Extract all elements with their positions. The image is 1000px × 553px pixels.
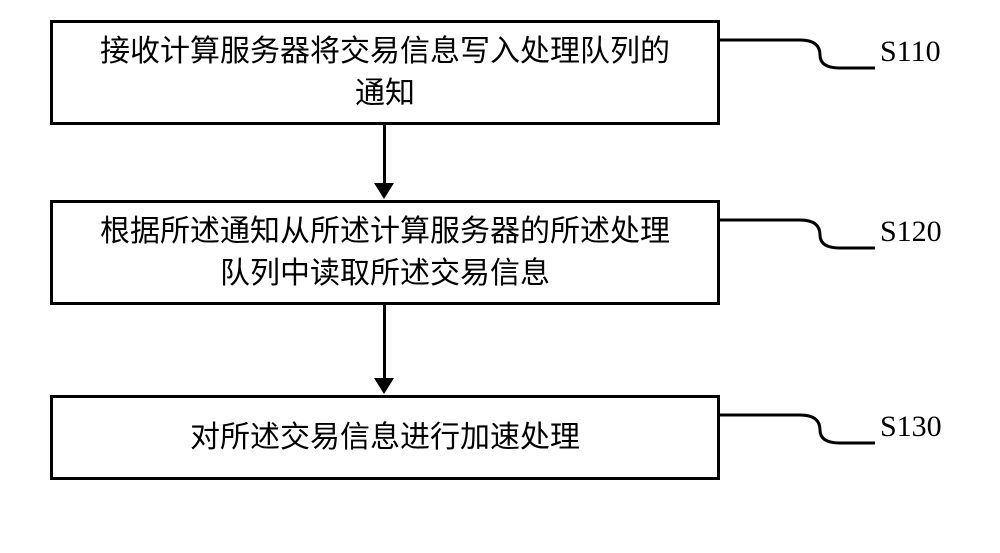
step-text-s120: 根据所述通知从所述计算服务器的所述处理 队列中读取所述交易信息 bbox=[100, 211, 670, 295]
connector-s110 bbox=[720, 20, 880, 70]
step-s120-line1: 根据所述通知从所述计算服务器的所述处理 bbox=[100, 215, 670, 248]
arrow-1 bbox=[383, 125, 386, 183]
step-box-s110: 接收计算服务器将交易信息写入处理队列的 通知 bbox=[50, 20, 720, 125]
step-s110-line1: 接收计算服务器将交易信息写入处理队列的 bbox=[100, 35, 670, 68]
step-text-s110: 接收计算服务器将交易信息写入处理队列的 通知 bbox=[100, 31, 670, 115]
arrow-head-1 bbox=[374, 183, 394, 199]
step-label-s130: S130 bbox=[880, 410, 942, 444]
step-label-s110: S110 bbox=[880, 35, 941, 69]
step-label-s120: S120 bbox=[880, 215, 942, 249]
step-box-s120: 根据所述通知从所述计算服务器的所述处理 队列中读取所述交易信息 bbox=[50, 200, 720, 305]
step-text-s130: 对所述交易信息进行加速处理 bbox=[190, 417, 580, 459]
step-box-s130: 对所述交易信息进行加速处理 bbox=[50, 395, 720, 480]
connector-s120 bbox=[720, 200, 880, 250]
step-s110-line2: 通知 bbox=[355, 77, 415, 110]
connector-s130 bbox=[720, 395, 880, 445]
step-s130-line1: 对所述交易信息进行加速处理 bbox=[190, 421, 580, 454]
arrow-2 bbox=[383, 305, 386, 378]
step-s120-line2: 队列中读取所述交易信息 bbox=[220, 257, 550, 290]
arrow-head-2 bbox=[374, 378, 394, 394]
